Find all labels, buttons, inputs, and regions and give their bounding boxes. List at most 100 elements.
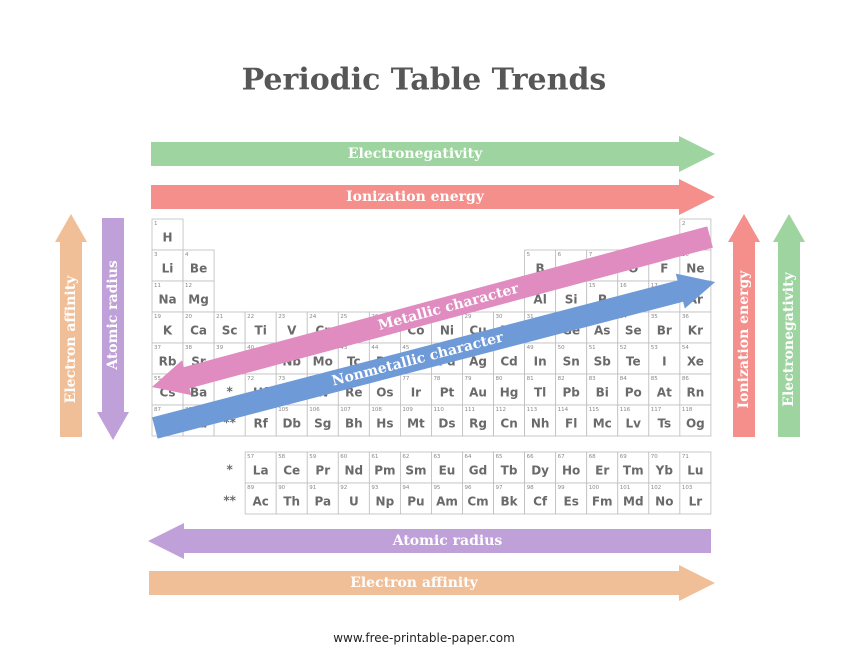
atomic-number: 11 [154,283,161,289]
cell-box [648,373,681,406]
atomic-number: 49 [527,345,534,351]
atomic-number: 24 [309,314,316,320]
atomic-number: 4 [185,252,189,258]
element-cell: 114 Fl [555,404,588,437]
arrow-label: Ionization energy [346,189,485,205]
element-symbol: Og [686,417,705,431]
cell-box [586,451,619,484]
atomic-number: 35 [651,314,658,320]
cell-box [306,451,339,484]
atomic-number: 107 [340,407,351,413]
series-marker: ** [223,494,236,508]
cell-box [244,311,277,344]
element-cell: 102 No [648,482,681,515]
element-symbol: Pb [562,386,580,400]
element-symbol: Ac [252,495,268,509]
atomic-number: 50 [558,345,565,351]
atomic-number: 70 [651,454,658,460]
cell-box [586,373,619,406]
atomic-number: 12 [185,283,192,289]
title: Periodic Table Trends [242,63,607,98]
element-symbol: Md [623,495,644,509]
element-symbol: Pr [315,464,330,478]
atomic-number: 73 [278,376,285,382]
atomic-number: 53 [651,345,658,351]
element-symbol: Br [657,324,672,338]
atomic-number: 113 [527,407,538,413]
element-symbol: Na [158,293,176,307]
atomic-number: 38 [185,345,192,351]
element-symbol: Rf [253,417,268,431]
arrow-shape [151,179,715,215]
element-cell: 64 Gd [462,451,494,484]
cell-box [617,482,650,515]
atomic-number: 59 [309,454,316,460]
atomic-number: 102 [651,485,662,491]
trend-arrow: Atomic radius [148,523,711,559]
cell-box [617,342,650,375]
arrow-label: Electron affinity [350,575,478,591]
series-marker: * [226,463,233,477]
atomic-number: 23 [278,314,285,320]
element-symbol: La [253,464,269,478]
element-symbol: No [655,495,673,509]
atomic-number: 79 [465,376,472,382]
element-symbol: Te [626,355,641,369]
element-symbol: Al [533,293,546,307]
arrow-shape [97,218,129,440]
atomic-number: 78 [433,376,440,382]
arrow-label: Ionization energy [736,270,752,409]
atomic-number: 110 [433,407,444,413]
atomic-number: 118 [682,407,693,413]
cell-box [617,451,650,484]
atomic-number: 25 [340,314,347,320]
element-cell: 63 Eu [431,451,463,484]
element-symbol: I [662,355,666,369]
atomic-number: 114 [558,407,569,413]
element-cell: 108 Hs [368,404,401,437]
cell-box [617,404,650,437]
element-cell: 84 Po [617,373,650,406]
atomic-number: 82 [558,376,565,382]
cell-box [431,404,463,437]
element-symbol: Lu [687,464,703,478]
cell-box [275,482,308,515]
atomic-number: 21 [216,314,223,320]
element-cell: 12 Mg [182,280,215,313]
atomic-number: 17 [651,283,658,289]
cell-box [648,311,681,344]
element-symbol: Np [376,495,395,509]
element-symbol: Xe [687,355,704,369]
atomic-number: 81 [527,376,534,382]
element-symbol: Nh [531,417,550,431]
arrow-label: Electronegativity [781,271,797,406]
element-cell: 51 Sb [586,342,619,375]
trend-arrow: Ionization energy [728,214,760,437]
element-symbol: Mg [188,293,209,307]
cell-box [679,451,712,484]
element-cell: 82 Pb [555,373,588,406]
atomic-number: 7 [589,252,593,258]
atomic-number: 68 [589,454,596,460]
element-cell: 67 Ho [555,451,588,484]
arrow-shape [148,523,711,559]
atomic-number: 117 [651,407,662,413]
atomic-number: 109 [402,407,413,413]
element-cell: 80 Hg [493,373,525,406]
atomic-number: 98 [527,485,534,491]
trend-arrow: Atomic radius [97,218,129,440]
element-cell: 69 Tm [617,451,650,484]
element-cell: 20 Ca [182,311,215,344]
element-cell: 61 Pm [368,451,401,484]
element-cell: 111 Rg [462,404,494,437]
element-cell: 91 Pa [306,482,339,515]
element-cell: 96 Cm [462,482,494,515]
cell-box [524,451,557,484]
element-symbol: Re [345,386,362,400]
cell-box [151,280,184,313]
element-symbol: Po [625,386,642,400]
element-cell: 66 Dy [524,451,557,484]
